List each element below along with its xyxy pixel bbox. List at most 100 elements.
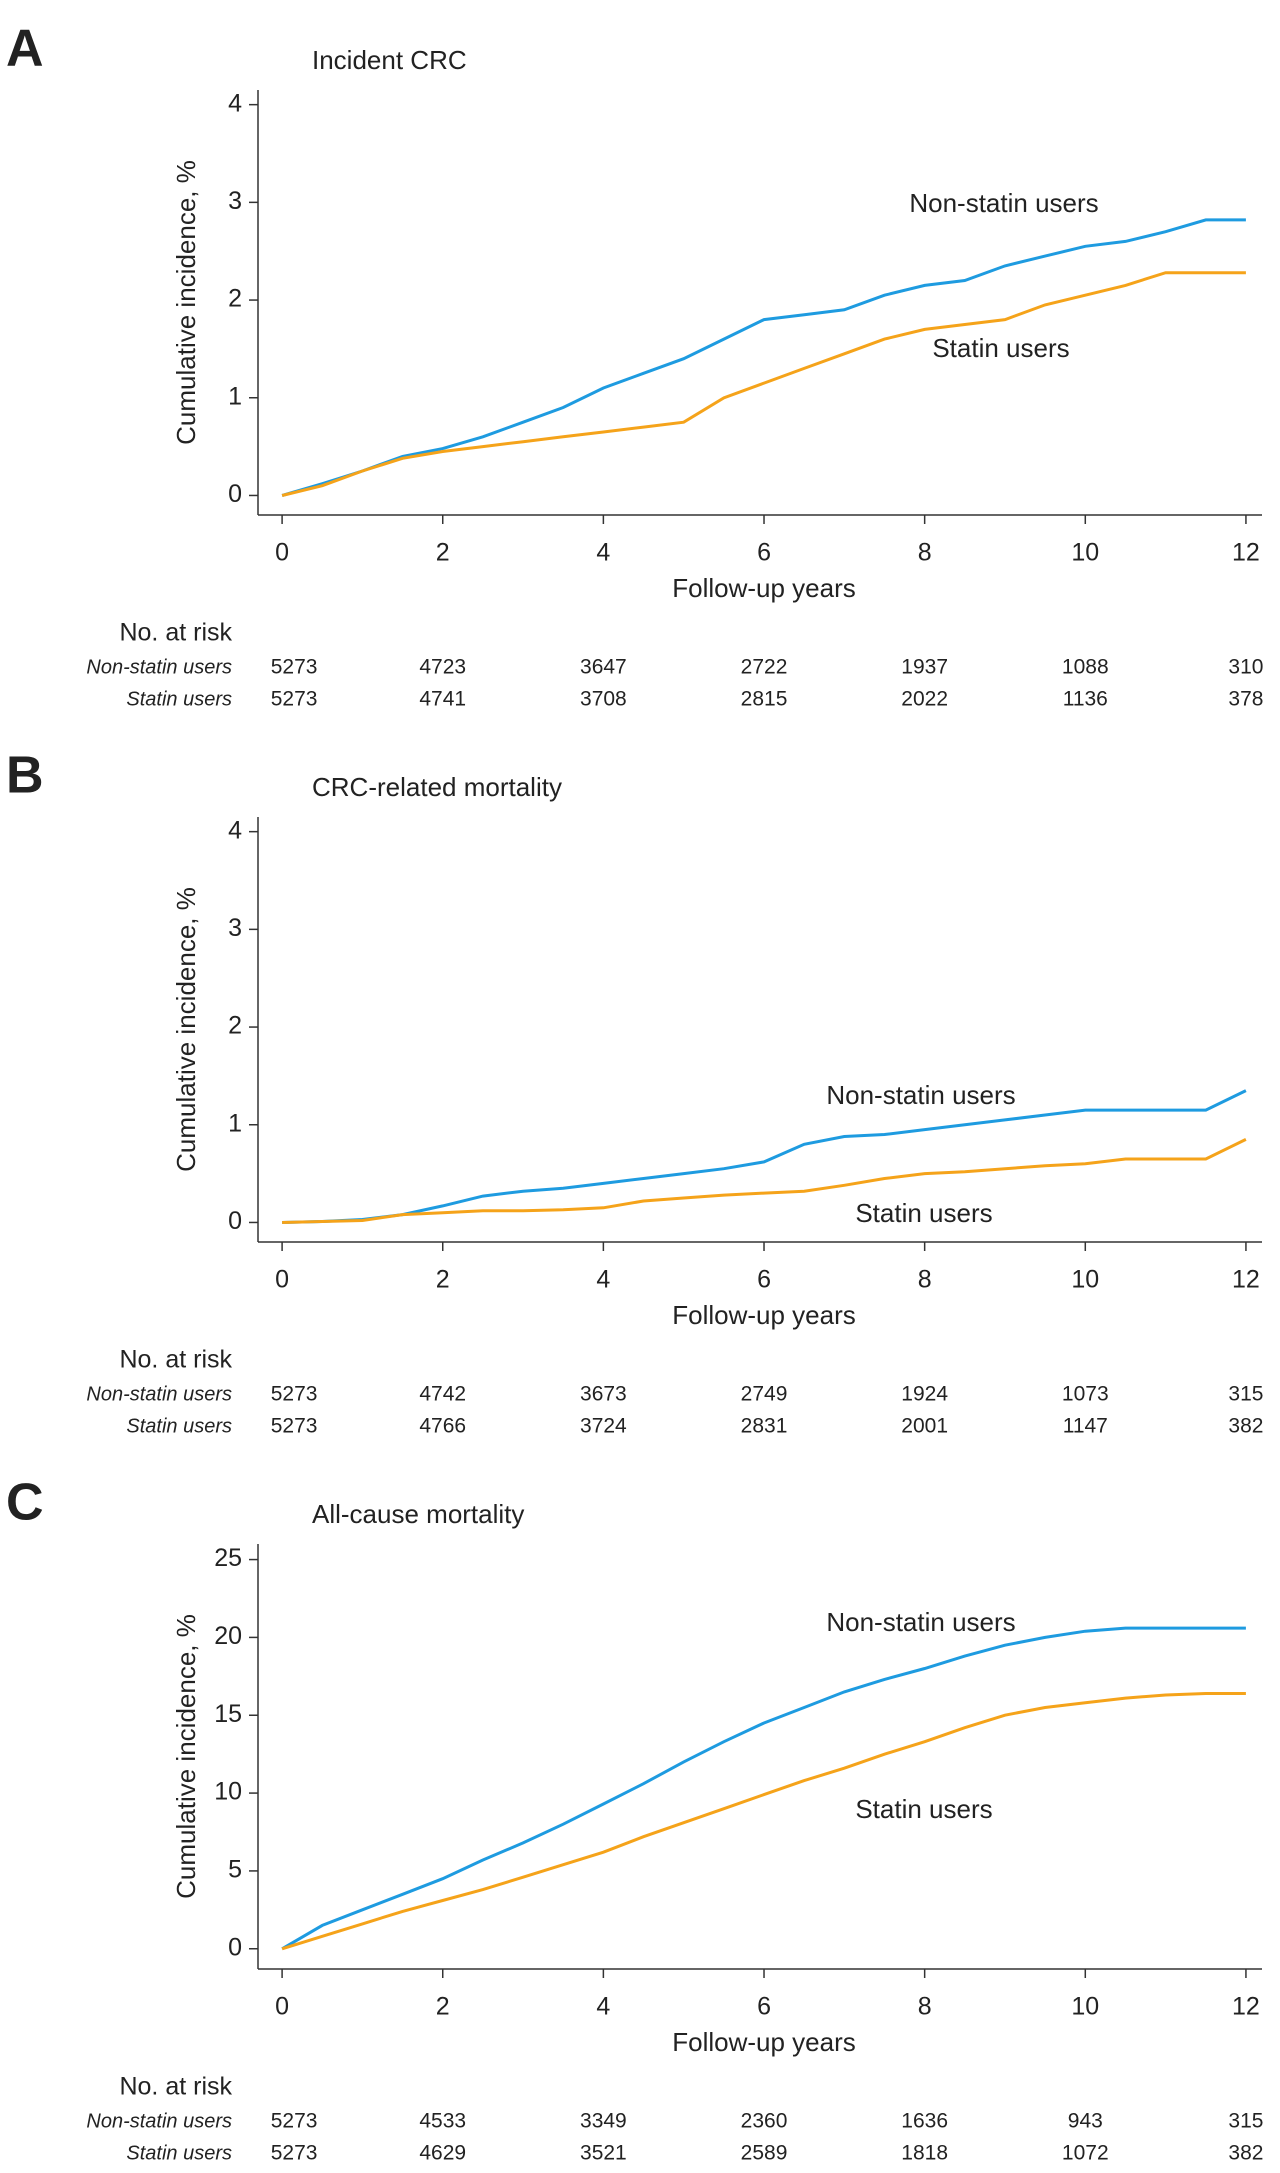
y-tick-label: 10	[214, 1778, 242, 1806]
y-tick-label: 5	[228, 1856, 242, 1884]
series-label: Non-statin users	[826, 1080, 1015, 1110]
y-tick-label: 4	[228, 816, 242, 844]
risk-value: 2815	[741, 688, 788, 711]
risk-value: 3521	[580, 2142, 627, 2165]
survival-line	[281, 218, 1246, 497]
x-tick-label: 2	[436, 1266, 450, 1294]
chart-title: CRC-related mortality	[312, 772, 562, 802]
risk-value: 3647	[580, 656, 627, 679]
panel-letter: A	[6, 20, 44, 78]
x-tick-label: 6	[757, 1266, 771, 1294]
risk-value: 4766	[419, 1415, 466, 1438]
risk-value: 5273	[271, 1415, 318, 1438]
series-label: Statin users	[855, 1794, 992, 1824]
risk-value: 5273	[271, 2110, 318, 2133]
x-tick-label: 0	[275, 539, 289, 567]
risk-value: 315	[1228, 1383, 1263, 1406]
survival-line	[282, 1138, 1247, 1224]
risk-value: 5273	[271, 2142, 318, 2165]
risk-value: 2001	[901, 1415, 948, 1438]
risk-value: 1072	[1062, 2142, 1109, 2165]
risk-value: 3349	[580, 2110, 627, 2133]
y-tick-label: 0	[228, 480, 242, 508]
risk-row-label: Non-statin users	[86, 656, 232, 678]
y-tick-label: 0	[228, 1933, 242, 1961]
x-tick-label: 10	[1071, 1266, 1099, 1294]
x-tick-label: 4	[596, 1993, 610, 2021]
survival-line	[281, 1626, 1246, 1951]
risk-value: 5273	[271, 688, 318, 711]
y-axis-label: Cumulative incidence, %	[171, 160, 201, 445]
x-tick-label: 6	[757, 1993, 771, 2021]
risk-value: 4723	[419, 656, 466, 679]
risk-value: 2022	[901, 688, 948, 711]
y-axis-label: Cumulative incidence, %	[171, 887, 201, 1172]
risk-value: 1088	[1062, 656, 1109, 679]
risk-value: 2360	[741, 2110, 788, 2133]
risk-value: 382	[1228, 1415, 1263, 1438]
x-tick-label: 8	[918, 1266, 932, 1294]
y-tick-label: 25	[214, 1544, 242, 1572]
series-label: Statin users	[932, 333, 1069, 363]
risk-value: 4533	[419, 2110, 466, 2133]
risk-value: 4629	[419, 2142, 466, 2165]
survival-line	[281, 271, 1246, 497]
risk-value: 1136	[1063, 688, 1108, 711]
x-tick-label: 8	[918, 1993, 932, 2021]
risk-table-title: No. at risk	[119, 619, 232, 647]
risk-value: 1937	[901, 656, 948, 679]
risk-row-label: Statin users	[126, 2142, 232, 2164]
panel-letter: B	[6, 747, 44, 805]
risk-row-label: Non-statin users	[86, 2110, 232, 2132]
risk-value: 382	[1228, 2142, 1263, 2165]
chart-title: Incident CRC	[312, 45, 467, 75]
risk-row-label: Statin users	[126, 1415, 232, 1437]
risk-value: 5273	[271, 1383, 318, 1406]
risk-value: 4742	[419, 1383, 466, 1406]
x-tick-label: 2	[436, 1993, 450, 2021]
x-axis-label: Follow-up years	[672, 2027, 856, 2057]
x-axis-label: Follow-up years	[672, 573, 856, 603]
x-tick-label: 12	[1232, 539, 1260, 567]
risk-value: 310	[1228, 656, 1263, 679]
y-tick-label: 3	[228, 914, 242, 942]
y-tick-label: 20	[214, 1622, 242, 1650]
risk-value: 2831	[741, 1415, 788, 1438]
risk-value: 2722	[741, 656, 788, 679]
x-tick-label: 2	[436, 539, 450, 567]
risk-value: 2749	[741, 1383, 788, 1406]
risk-value: 4741	[419, 688, 466, 711]
survival-line	[282, 1089, 1247, 1224]
x-tick-label: 8	[918, 539, 932, 567]
x-tick-label: 12	[1232, 1993, 1260, 2021]
risk-value: 943	[1068, 2110, 1103, 2133]
x-tick-label: 4	[596, 539, 610, 567]
chart-title: All-cause mortality	[312, 1499, 524, 1529]
panel-letter: C	[6, 1474, 44, 1532]
y-tick-label: 3	[228, 187, 242, 215]
risk-value: 1147	[1063, 1415, 1108, 1438]
risk-value: 1073	[1062, 1383, 1109, 1406]
x-tick-label: 0	[275, 1993, 289, 2021]
y-tick-label: 2	[228, 1012, 242, 1040]
x-tick-label: 10	[1071, 1993, 1099, 2021]
series-label: Non-statin users	[909, 188, 1098, 218]
series-label: Non-statin users	[826, 1607, 1015, 1637]
risk-value: 1818	[901, 2142, 948, 2165]
x-tick-label: 10	[1071, 539, 1099, 567]
risk-table-title: No. at risk	[119, 1346, 232, 1374]
y-tick-label: 2	[228, 285, 242, 313]
x-axis-label: Follow-up years	[672, 1300, 856, 1330]
survival-line	[281, 1692, 1246, 1951]
y-tick-label: 1	[228, 382, 242, 410]
risk-value: 315	[1228, 2110, 1263, 2133]
risk-value: 1924	[901, 1383, 948, 1406]
risk-row-label: Statin users	[126, 688, 232, 710]
risk-value: 3708	[580, 688, 627, 711]
series-label: Statin users	[855, 1198, 992, 1228]
risk-table-title: No. at risk	[119, 2073, 232, 2101]
x-tick-label: 6	[757, 539, 771, 567]
